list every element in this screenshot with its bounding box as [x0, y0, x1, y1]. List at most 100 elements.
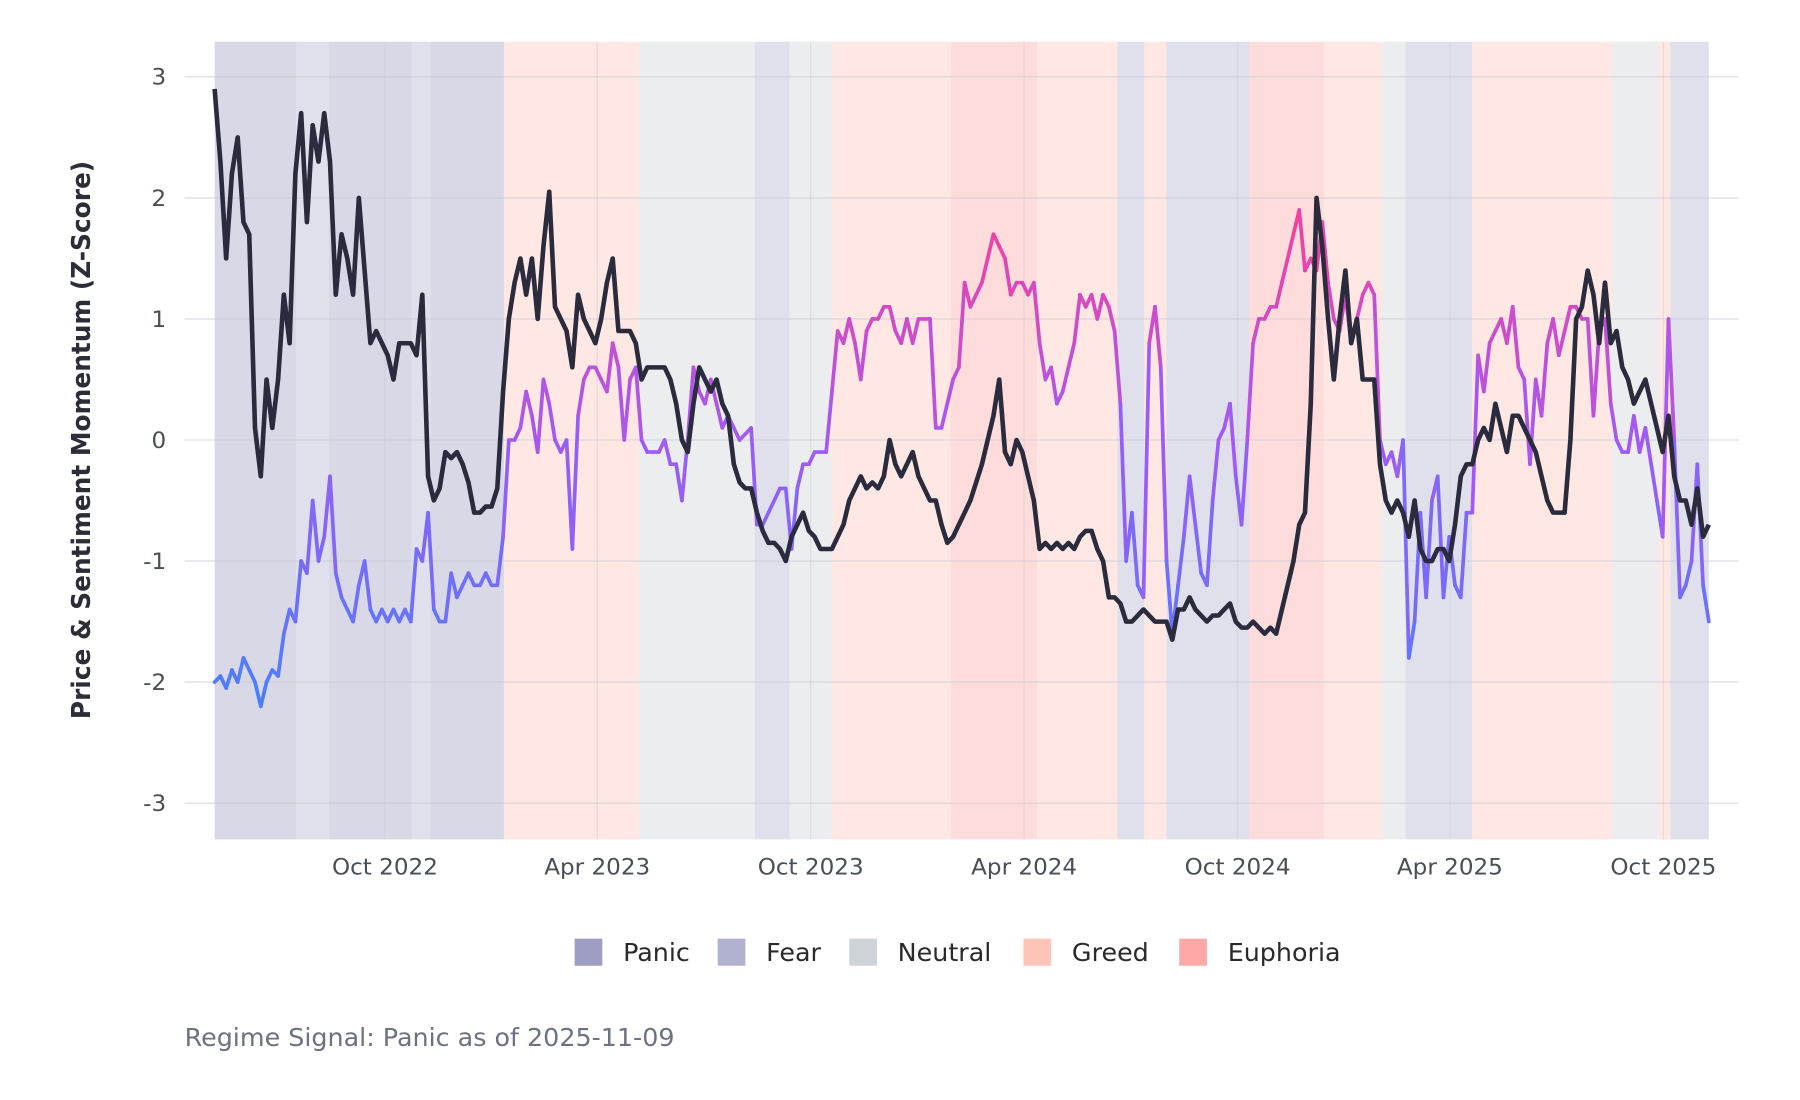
sentiment-segment	[431, 607, 442, 624]
sentiment-segment	[639, 438, 650, 454]
sentiment-segment	[1424, 498, 1434, 600]
sentiment-segment	[241, 656, 252, 672]
sentiment-segment	[518, 389, 528, 430]
y-tick-label: 1	[151, 307, 166, 333]
sentiment-segment	[1666, 317, 1677, 442]
sentiment-segment	[905, 317, 915, 345]
sentiment-segment	[1176, 535, 1186, 588]
sentiment-segment	[1089, 292, 1100, 321]
sentiment-segment	[483, 571, 494, 588]
sentiment-segment	[622, 377, 632, 442]
sentiment-segment	[985, 232, 996, 261]
sentiment-segment	[1482, 341, 1492, 394]
sentiment-segment	[864, 317, 875, 333]
y-axis-title: Price & Sentiment Momentum (Z-Score)	[67, 161, 96, 719]
sentiment-segment	[1118, 401, 1128, 563]
sentiment-segment	[582, 365, 592, 382]
sentiment-segment	[1112, 329, 1123, 406]
y-tick-label: -3	[143, 791, 166, 817]
sentiment-segment	[1228, 401, 1238, 479]
sentiment-segment	[858, 329, 869, 382]
sentiment-segment	[449, 571, 459, 600]
sentiment-segment	[610, 341, 621, 370]
sentiment-segment	[732, 426, 742, 442]
sentiment-segment	[1182, 474, 1192, 539]
sentiment-segment	[455, 583, 465, 600]
sentiment-segment	[1003, 256, 1013, 297]
x-tick-label: Apr 2023	[544, 855, 650, 881]
sentiment-segment	[1372, 292, 1382, 442]
sentiment-segment	[310, 498, 321, 563]
sentiment-segment	[1366, 280, 1377, 297]
legend-swatch-panic	[574, 938, 603, 966]
sentiment-segment	[1153, 305, 1163, 370]
sentiment-segment	[1562, 305, 1573, 333]
legend-label-neutral: Neutral	[898, 938, 992, 967]
sentiment-segment	[968, 292, 978, 309]
sentiment-segment	[945, 377, 955, 406]
price-line	[212, 88, 1711, 642]
sentiment-line	[212, 208, 1711, 709]
sentiment-segment	[910, 317, 921, 345]
sentiment-segment	[293, 559, 303, 624]
sentiment-segment	[1297, 208, 1307, 273]
sentiment-segment	[524, 389, 534, 418]
sentiment-segment	[1678, 583, 1688, 600]
sentiment-segment	[795, 462, 805, 491]
sentiment-segment	[1626, 413, 1636, 454]
sentiment-segment	[1216, 426, 1227, 442]
sentiment-segment	[1378, 438, 1388, 467]
sentiment-segment	[1066, 341, 1077, 370]
sentiment-segment	[1274, 280, 1284, 309]
sentiment-segment	[1141, 341, 1152, 600]
sentiment-segment	[1187, 474, 1198, 527]
sentiment-segment	[899, 317, 909, 345]
sentiment-segment	[1522, 377, 1532, 467]
sentiment-segment	[547, 401, 557, 442]
sentiment-segment	[1101, 292, 1111, 309]
price-momentum-line	[212, 88, 1711, 642]
sentiment-segment	[593, 365, 603, 382]
sentiment-segment	[333, 571, 344, 600]
legend-swatch-neutral	[849, 938, 877, 966]
sentiment-segment	[258, 680, 269, 709]
sentiment-segment	[887, 305, 898, 333]
sentiment-segment	[766, 498, 777, 515]
sentiment-segment	[1683, 559, 1694, 588]
legend-label-euphoria: Euphoria	[1228, 938, 1341, 967]
sentiment-segment	[1614, 438, 1625, 454]
legend-label-panic: Panic	[623, 938, 690, 967]
sentiment-segment	[1516, 365, 1527, 382]
sentiment-segment	[841, 317, 852, 345]
sentiment-segment	[1285, 232, 1296, 261]
sentiment-segment	[408, 547, 419, 624]
sentiment-segment	[501, 438, 511, 539]
sentiment-segment	[991, 232, 1002, 249]
sentiment-segment	[495, 535, 505, 588]
y-tick-label: 3	[151, 65, 166, 91]
sentiment-segment	[264, 668, 275, 684]
sentiment-segment	[1528, 377, 1538, 467]
sentiment-segment	[1072, 292, 1082, 345]
sentiment-segment	[1407, 619, 1417, 660]
sentiment-segment	[426, 510, 436, 612]
sentiment-segment	[1539, 341, 1550, 418]
sentiment-segment	[281, 607, 292, 636]
sentiment-segment	[443, 571, 453, 624]
x-tick-label: Oct 2025	[1610, 855, 1716, 881]
legend-label-greed: Greed	[1072, 938, 1149, 967]
x-tick-label: Apr 2024	[971, 855, 1077, 881]
sentiment-segment	[1107, 305, 1117, 333]
sentiment-segment	[1095, 292, 1105, 321]
sentiment-segment	[1355, 292, 1365, 321]
sentiment-segment	[541, 377, 552, 406]
sentiment-segment	[305, 498, 315, 575]
sentiment-segment	[1643, 426, 1653, 467]
sentiment-segment	[997, 244, 1007, 261]
sentiment-segment	[1251, 317, 1261, 345]
sentiment-segment	[1510, 305, 1521, 370]
sentiment-segment	[1401, 438, 1411, 660]
y-tick-label: -2	[143, 670, 166, 696]
sentiment-segment	[1557, 329, 1567, 358]
